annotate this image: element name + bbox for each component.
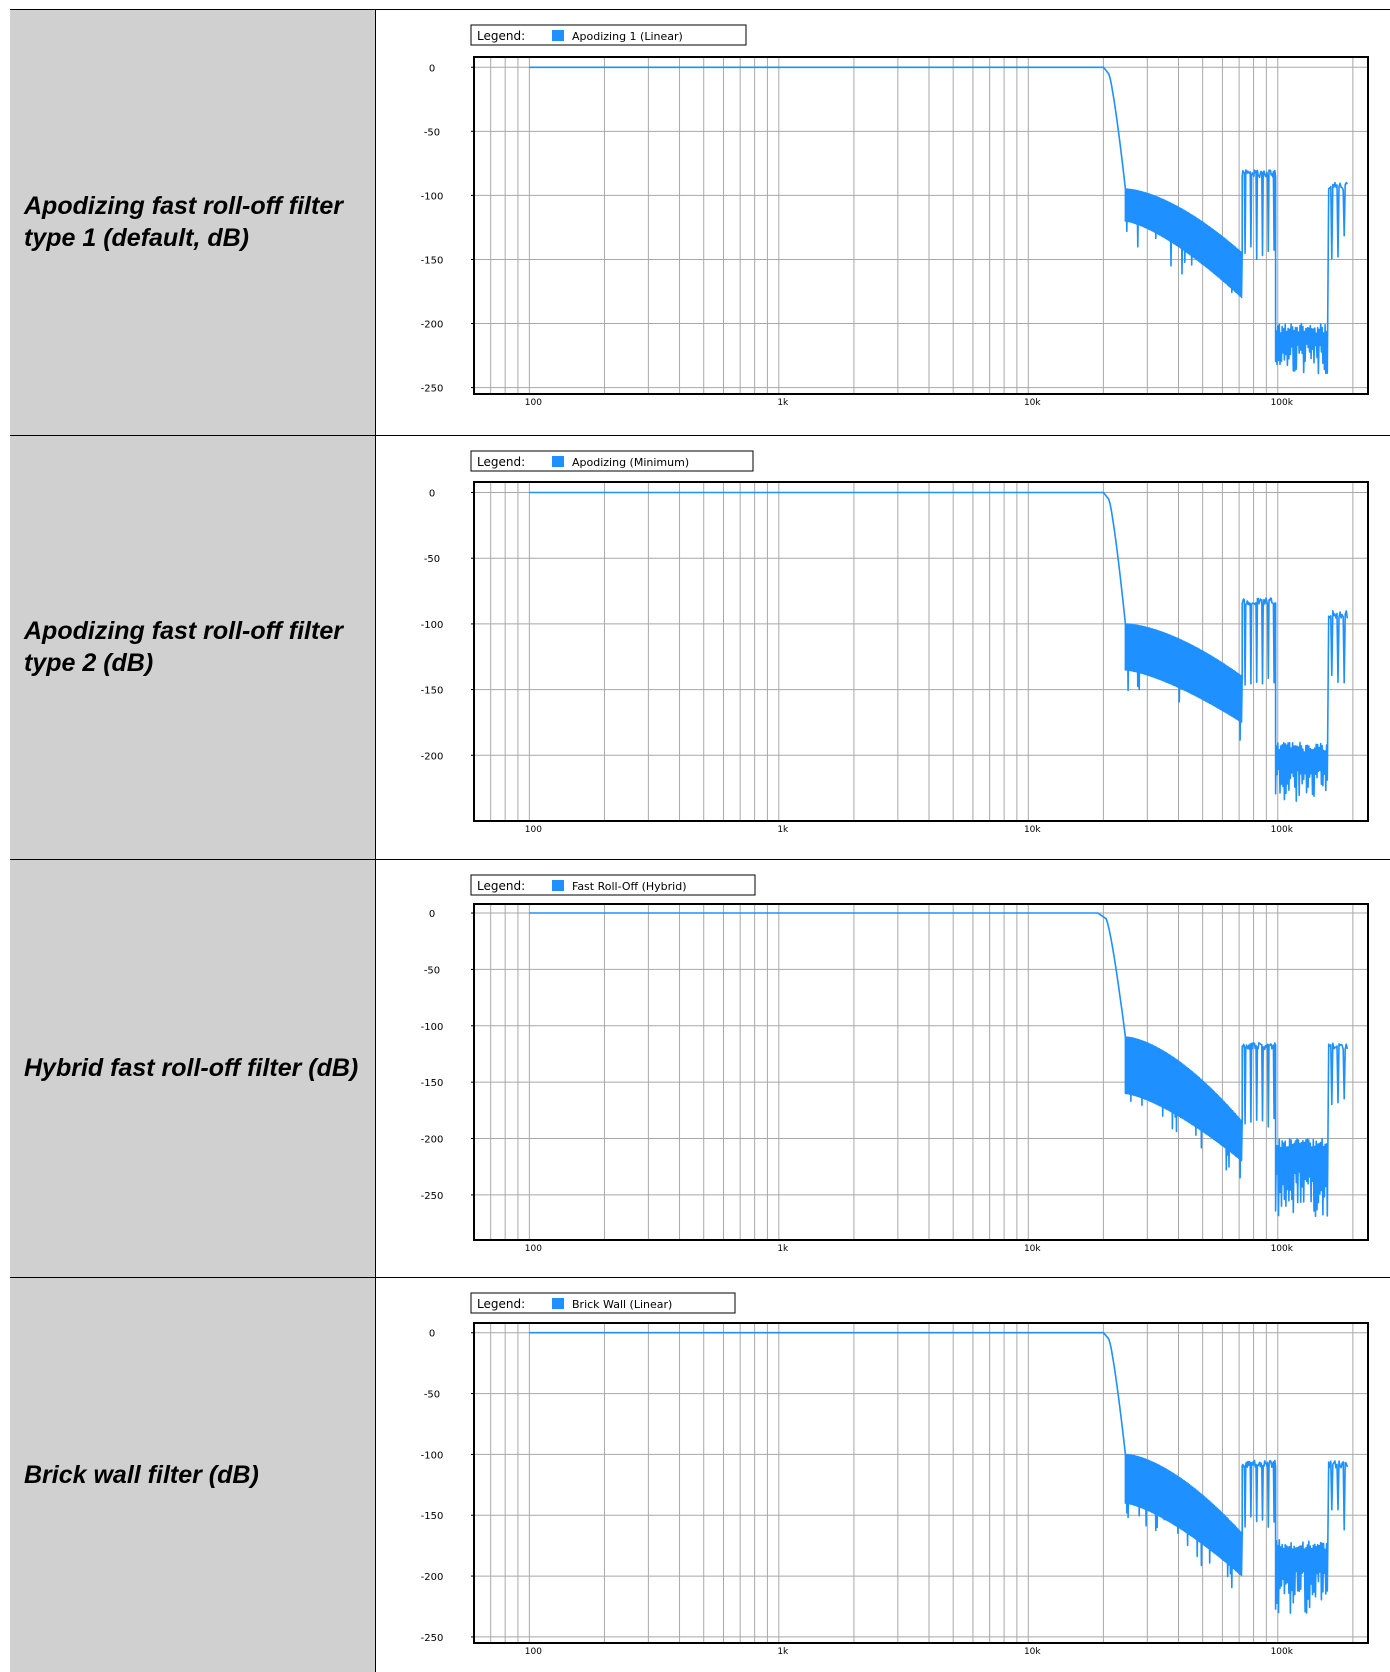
table-row: Brick wall filter (dB) 0 -50 -100 -150 -200 -…: [10, 1277, 1390, 1672]
y-tick-label: -150: [421, 1511, 444, 1522]
table-row: Hybrid fast roll-off filter (dB) 0 -50 -10…: [10, 859, 1390, 1277]
x-tick-label: 100k: [1271, 1244, 1294, 1254]
x-tick-label: 1k: [777, 1244, 789, 1254]
y-tick-label: -100: [421, 1450, 444, 1461]
plot-border: [473, 903, 1369, 1241]
plot-area: [473, 56, 1369, 395]
plot-area: [473, 1322, 1369, 1644]
row-label: Apodizing fast roll-off filter type 2 (d…: [24, 617, 343, 677]
series-line: [529, 912, 1349, 1217]
y-tick-label: -100: [421, 191, 444, 202]
y-tick-label: -250: [421, 1191, 444, 1202]
x-tick-label: 10k: [1024, 1647, 1041, 1657]
x-tick-label: 1k: [777, 1647, 789, 1657]
legend-swatch: [552, 1298, 564, 1309]
row-label-cell: Hybrid fast roll-off filter (dB): [10, 859, 376, 1277]
plot-border: [473, 481, 1369, 822]
y-tick-label: -250: [421, 1633, 444, 1644]
row-divider: [10, 435, 1390, 436]
y-tick-label: -50: [424, 127, 440, 138]
legend-swatch: [552, 30, 564, 41]
x-tick-label: 100k: [1271, 1647, 1294, 1657]
x-tick-label: 10k: [1024, 1244, 1041, 1254]
legend: Legend: Apodizing 1 (Linear): [470, 24, 747, 46]
legend-title: Legend:: [477, 879, 525, 893]
chart-cell: 0 -50 -100 -150 -200 -250 100 1k 10k 100k Legend: B…: [376, 1277, 1390, 1672]
y-tick-label: -200: [421, 1572, 444, 1583]
x-tick-label: 100k: [1271, 825, 1294, 835]
chart-cell: 0 -50 -100 -150 -200 100 1k 10k 100k Legend: Apodi…: [376, 435, 1390, 859]
filter-table: Apodizing fast roll-off filter type 1 (d…: [10, 9, 1390, 1672]
x-tick-label: 100: [525, 1244, 542, 1254]
y-tick-label: -50: [424, 1390, 440, 1401]
y-tick-label: 0: [429, 1329, 435, 1340]
x-tick-label: 1k: [777, 398, 789, 408]
legend: Legend: Apodizing (Minimum): [470, 450, 754, 472]
series-line: [529, 491, 1349, 802]
chart-cell: 0 -50 -100 -150 -200 -250 100 1k 10k 100k Legend: F…: [376, 859, 1390, 1277]
legend-series-label: Apodizing (Minimum): [572, 456, 689, 469]
legend-title: Legend:: [477, 455, 525, 469]
plot-area: [473, 903, 1369, 1241]
table-row: Apodizing fast roll-off filter type 1 (d…: [10, 9, 1390, 435]
y-tick-label: -150: [421, 255, 444, 266]
legend-swatch: [552, 880, 564, 891]
plot-border: [473, 1322, 1369, 1644]
row-label: Apodizing fast roll-off filter type 1 (d…: [24, 192, 343, 252]
chart-cell: 0 -50 -100 -150 -200 -250 100 1k 10k 100k Legend: A…: [376, 9, 1390, 435]
y-tick-label: -100: [421, 620, 444, 631]
y-tick-label: -50: [424, 554, 440, 565]
x-tick-label: 100: [525, 825, 542, 835]
y-tick-label: -50: [424, 965, 440, 976]
legend: Legend: Fast Roll-Off (Hybrid): [470, 874, 756, 896]
y-tick-label: 0: [429, 909, 435, 920]
legend-box: [470, 874, 756, 896]
x-tick-label: 100k: [1271, 398, 1294, 408]
legend-box: [470, 24, 747, 46]
legend-swatch: [552, 456, 564, 467]
row-label-cell: Apodizing fast roll-off filter type 2 (d…: [10, 435, 376, 859]
row-divider: [10, 859, 1390, 860]
row-divider: [10, 9, 1390, 10]
legend-box: [470, 1292, 736, 1314]
x-tick-label: 10k: [1024, 398, 1041, 408]
row-label-cell: Brick wall filter (dB): [10, 1277, 376, 1672]
frequency-response-chart: 0 -50 -100 -150 -200 -250 100 1k 10k 100k Legend: B…: [421, 1292, 1369, 1657]
legend-box: [470, 450, 754, 472]
x-tick-label: 100: [525, 1647, 542, 1657]
y-tick-label: 0: [429, 63, 435, 74]
y-tick-label: -200: [421, 1135, 444, 1146]
frequency-response-chart: 0 -50 -100 -150 -200 100 1k 10k 100k Legend: Apodi…: [421, 450, 1369, 835]
legend-series-label: Apodizing 1 (Linear): [572, 30, 683, 43]
legend-title: Legend:: [477, 29, 525, 43]
y-tick-label: -150: [421, 686, 444, 697]
legend: Legend: Brick Wall (Linear): [470, 1292, 736, 1314]
y-tick-label: -200: [421, 751, 444, 762]
legend-title: Legend:: [477, 1297, 525, 1311]
row-divider: [10, 1277, 1390, 1278]
frequency-response-chart: 0 -50 -100 -150 -200 -250 100 1k 10k 100k Legend: F…: [421, 874, 1369, 1254]
y-tick-label: -100: [421, 1022, 444, 1033]
row-label: Hybrid fast roll-off filter (dB): [24, 1054, 359, 1082]
plot-area: [473, 481, 1369, 822]
y-tick-label: 0: [429, 489, 435, 500]
y-tick-label: -150: [421, 1078, 444, 1089]
series-line: [529, 66, 1348, 375]
y-tick-label: -200: [421, 320, 444, 331]
table-row: Apodizing fast roll-off filter type 2 (d…: [10, 435, 1390, 859]
legend-series-label: Fast Roll-Off (Hybrid): [572, 880, 687, 893]
frequency-response-chart: 0 -50 -100 -150 -200 -250 100 1k 10k 100k Legend: A…: [421, 24, 1369, 408]
row-label: Brick wall filter (dB): [24, 1460, 259, 1489]
plot-border: [473, 56, 1369, 395]
x-tick-label: 1k: [777, 825, 789, 835]
legend-series-label: Brick Wall (Linear): [572, 1298, 672, 1311]
x-tick-label: 10k: [1024, 825, 1041, 835]
series-line: [529, 1331, 1349, 1614]
x-tick-label: 100: [525, 398, 542, 408]
row-label-cell: Apodizing fast roll-off filter type 1 (d…: [10, 9, 376, 435]
y-tick-label: -250: [421, 384, 444, 395]
